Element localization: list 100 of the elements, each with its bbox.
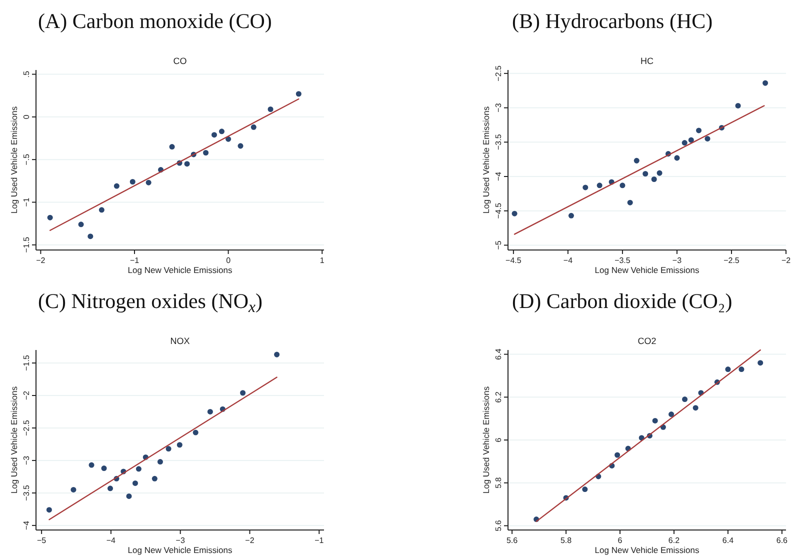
point: [296, 91, 302, 97]
point: [725, 366, 731, 372]
point: [682, 396, 688, 402]
x-tick-label: −1: [130, 256, 140, 265]
point: [126, 493, 132, 499]
point: [218, 128, 225, 134]
point: [696, 128, 702, 134]
point: [512, 210, 518, 216]
x-tick-label: −2.5: [724, 256, 740, 265]
x-tick-label: −4: [106, 536, 116, 545]
y-tick-label: −1.5: [22, 354, 31, 371]
point: [157, 459, 163, 465]
point: [136, 466, 142, 472]
y-tick-label: −2.5: [22, 420, 31, 436]
point: [166, 446, 172, 452]
point: [738, 366, 744, 372]
point: [652, 418, 658, 424]
chart-subtitle: NOX: [170, 336, 190, 346]
point: [101, 466, 107, 472]
point: [582, 184, 588, 190]
chart-subtitle: HC: [640, 56, 654, 66]
x-axis-title: Log New Vehicle Emissions: [128, 545, 232, 555]
point: [70, 486, 76, 492]
y-axis-title: Log Used Vehicle Emissions: [9, 106, 19, 214]
point: [176, 442, 182, 448]
point: [238, 143, 244, 149]
y-tick-label: −4: [22, 520, 31, 530]
x-tick-label: −3.5: [614, 256, 631, 265]
point: [169, 144, 175, 150]
point: [674, 155, 680, 161]
x-tick-label: 1: [320, 256, 325, 265]
point: [114, 183, 120, 189]
point: [634, 158, 640, 164]
point: [651, 176, 657, 182]
point: [46, 507, 52, 513]
y-tick-label: 6: [494, 437, 503, 442]
x-axis-title: Log New Vehicle Emissions: [594, 265, 700, 275]
y-tick-label: −3.5: [22, 484, 31, 501]
point: [735, 102, 741, 108]
point: [207, 408, 213, 414]
x-tick-label: −3: [672, 256, 682, 265]
y-tick-label: −3: [22, 455, 31, 466]
point: [568, 212, 574, 218]
chart-title: (B) Hydrocarbons (HC): [512, 9, 713, 33]
point: [762, 80, 768, 86]
y-tick-label: 0: [22, 114, 31, 120]
x-tick-label: 6.6: [776, 536, 788, 545]
point: [692, 405, 698, 411]
point: [47, 214, 53, 220]
y-tick-label: −3.5: [494, 134, 503, 150]
point: [274, 352, 280, 358]
x-tick-label: 5.6: [506, 536, 518, 545]
y-tick-label: −1: [22, 197, 31, 207]
point: [620, 182, 626, 188]
point: [130, 178, 136, 185]
point: [107, 486, 114, 492]
point: [268, 106, 274, 112]
x-tick-label: −4: [563, 256, 574, 265]
y-tick-label: −2: [22, 390, 31, 400]
x-tick-label: 6.4: [722, 536, 734, 545]
chart-title: (D) Carbon dioxide (CO₂): [512, 289, 732, 313]
point: [192, 430, 198, 436]
point: [704, 136, 710, 142]
x-tick-label: −3: [176, 536, 186, 545]
y-tick-label: −.5: [22, 153, 31, 166]
point: [614, 452, 620, 458]
x-tick-label: 6.2: [668, 536, 680, 545]
x-axis-title: Log New Vehicle Emissions: [594, 545, 700, 555]
x-axis-title: Log New Vehicle Emissions: [128, 265, 232, 275]
y-axis-title: Log Used Vehicle Emissions: [9, 386, 19, 494]
point: [88, 234, 94, 240]
chart-title: (C) Nitrogen oxides (NO$_{x}$): [38, 289, 263, 316]
point: [688, 137, 694, 143]
point: [682, 140, 688, 146]
point: [211, 132, 218, 138]
point: [668, 412, 674, 418]
point: [88, 462, 94, 468]
y-tick-label: 6.2: [494, 391, 503, 403]
x-tick-label: −2: [36, 256, 46, 265]
point: [642, 170, 648, 176]
point: [203, 150, 209, 156]
point: [627, 200, 633, 206]
y-tick-label: −2.5: [494, 64, 503, 82]
point: [98, 207, 104, 213]
point: [184, 161, 190, 167]
x-tick-label: 0: [226, 256, 232, 265]
y-tick-label: −5: [494, 240, 503, 250]
y-tick-label: 5.6: [494, 520, 503, 532]
x-tick-label: −4.5: [506, 256, 522, 265]
chart-subtitle: CO: [173, 56, 187, 66]
x-tick-label: −1: [314, 536, 324, 545]
x-tick-label: 5.8: [560, 536, 572, 545]
x-tick-label: −2: [781, 256, 792, 265]
point: [152, 476, 158, 482]
x-tick-label: −2: [245, 536, 255, 545]
point: [582, 486, 588, 492]
y-tick-label: 6.4: [494, 348, 503, 360]
point: [132, 480, 138, 486]
point: [146, 180, 152, 186]
y-axis-title: Log Used Vehicle Emissions: [481, 386, 491, 494]
